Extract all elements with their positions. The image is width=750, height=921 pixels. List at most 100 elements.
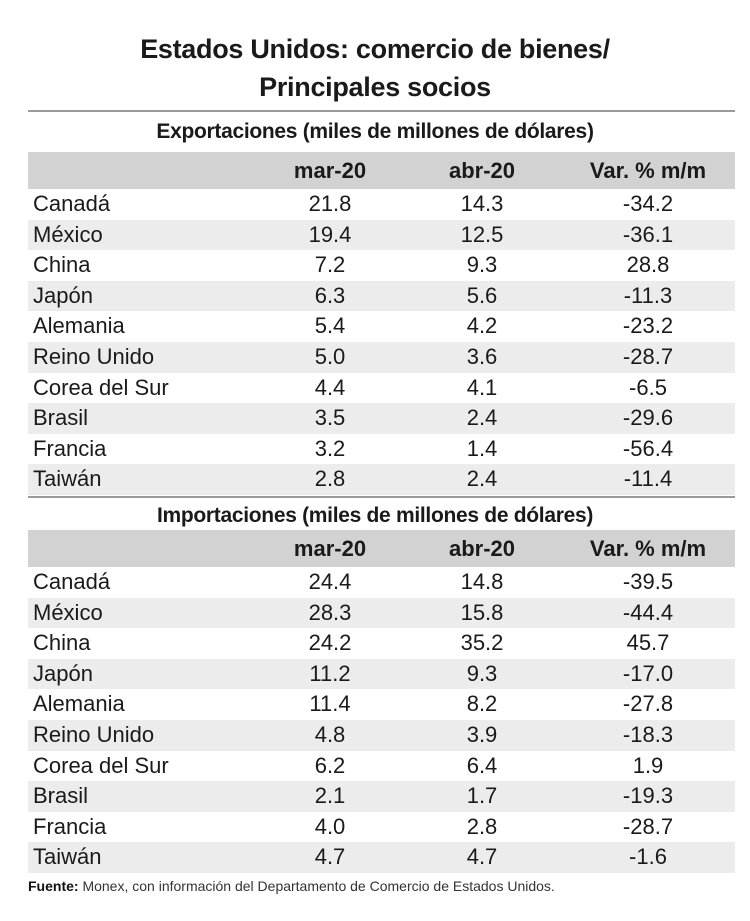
value-cell: 4.7: [314, 844, 346, 870]
value-cell: 9.3: [466, 660, 498, 686]
value-cell: 1.4: [466, 435, 498, 461]
country-cell: Brasil: [33, 405, 89, 431]
source-note: Fuente: Monex, con información del Depar…: [28, 878, 555, 894]
value-cell: 6.2: [314, 752, 346, 778]
country-cell: Japón: [33, 282, 93, 308]
value-cell: 28.8: [626, 252, 670, 278]
value-cell: -17.0: [622, 660, 674, 686]
middle-divider: [28, 496, 735, 498]
value-cell: -36.1: [622, 221, 674, 247]
country-cell: Brasil: [33, 783, 89, 809]
value-cell: 35.2: [460, 630, 504, 656]
value-cell: 2.4: [466, 466, 498, 492]
value-cell: -28.7: [622, 343, 674, 369]
value-cell: 5.6: [466, 282, 498, 308]
value-cell: 21.8: [308, 191, 352, 216]
column-header: abr-20: [448, 536, 516, 561]
value-cell: -6.5: [629, 374, 667, 400]
table-row: Taiwán 4.7 4.7 -1.6: [28, 842, 735, 873]
country-cell: Corea del Sur: [33, 752, 169, 778]
country-cell: Taiwán: [33, 844, 102, 870]
value-cell: 12.5: [460, 221, 504, 247]
table-row: Brasil 2.1 1.7 -19.3: [28, 781, 735, 812]
table-row: Canadá 24.4 14.8 -39.5: [28, 567, 735, 598]
country-cell: México: [33, 599, 103, 625]
table-row: China 24.2 35.2 45.7: [28, 628, 735, 659]
value-cell: 15.8: [460, 599, 504, 625]
exports-table: mar-20 abr-20 Var. % m/m Canadá 21.8 14.3 -34.…: [28, 152, 735, 495]
column-header: abr-20: [448, 158, 516, 183]
country-cell: Alemania: [33, 313, 125, 339]
value-cell: 2.8: [314, 466, 346, 492]
table-row: Brasil 3.5 2.4 -29.6: [28, 403, 735, 434]
value-cell: 24.2: [308, 630, 352, 656]
value-cell: 6.4: [466, 752, 498, 778]
value-cell: 1.9: [632, 752, 664, 778]
value-cell: 11.2: [309, 660, 351, 686]
table-row: México 19.4 12.5 -36.1: [28, 219, 735, 251]
column-header: mar-20: [293, 536, 367, 561]
table-row: Corea del Sur 6.2 6.4 1.9: [28, 751, 735, 782]
table-row: Taiwán 2.8 2.4 -11.4: [28, 464, 735, 495]
country-cell: Francia: [33, 435, 107, 461]
country-cell: Alemania: [33, 691, 125, 717]
value-cell: -56.4: [622, 435, 674, 461]
country-cell: Canadá: [33, 191, 111, 216]
table-row: China 7.2 9.3 28.8: [28, 250, 735, 281]
value-cell: 3.6: [466, 343, 498, 369]
exports-section-title: Exportaciones (miles de millones de dóla…: [156, 120, 594, 143]
country-cell: Taiwán: [33, 466, 102, 492]
table-row: Japón 6.3 5.6 -11.3: [28, 280, 735, 312]
table-row: Francia 3.2 1.4 -56.4: [28, 434, 735, 465]
country-cell: Japón: [33, 660, 93, 686]
imports-section-title: Importaciones (miles de millones de dóla…: [156, 504, 594, 527]
page-title-line-1: Estados Unidos: comercio de bienes/: [140, 34, 610, 64]
page-title-line-2: Principales socios: [259, 72, 491, 102]
value-cell: 4.0: [314, 813, 346, 839]
value-cell: 3.5: [314, 405, 346, 431]
value-cell: 14.3: [460, 191, 504, 216]
table-row: Corea del Sur 4.4 4.1 -6.5: [28, 373, 735, 404]
country-cell: Reino Unido: [33, 721, 155, 747]
value-cell: -29.6: [622, 405, 674, 431]
value-cell: 3.2: [314, 435, 346, 461]
value-cell: 8.2: [466, 691, 498, 717]
country-cell: Reino Unido: [33, 343, 155, 369]
value-cell: 2.8: [466, 813, 498, 839]
imports-table: mar-20 abr-20 Var. % m/m Canadá 24.4 14.8 -39.…: [28, 530, 735, 873]
value-cell: -28.7: [622, 813, 674, 839]
country-cell: Francia: [33, 813, 107, 839]
value-cell: -11.3: [623, 282, 673, 308]
country-cell: China: [33, 630, 91, 656]
value-cell: 4.4: [314, 374, 346, 400]
value-cell: 9.3: [466, 252, 498, 278]
value-cell: 2.4: [466, 405, 498, 431]
value-cell: -27.8: [622, 691, 674, 717]
table-header-row: mar-20 abr-20 Var. % m/m: [28, 152, 735, 189]
value-cell: -19.3: [622, 783, 674, 809]
table-row: Reino Unido 4.8 3.9 -18.3: [28, 719, 735, 751]
country-cell: Corea del Sur: [33, 374, 169, 400]
value-cell: 2.1: [314, 783, 346, 809]
column-header: Var. % m/m: [589, 158, 707, 183]
value-cell: 4.1: [466, 374, 498, 400]
table-row: Francia 4.0 2.8 -28.7: [28, 812, 735, 843]
value-cell: 4.8: [314, 721, 346, 747]
value-cell: -34.2: [622, 191, 674, 216]
value-cell: 5.4: [314, 313, 346, 339]
column-header: mar-20: [293, 158, 367, 183]
value-cell: -23.2: [622, 313, 674, 339]
value-cell: 45.7: [626, 630, 670, 656]
table-row: Alemania 11.4 8.2 -27.8: [28, 689, 735, 720]
column-header: Var. % m/m: [589, 536, 707, 561]
value-cell: 1.7: [466, 783, 498, 809]
country-cell: China: [33, 252, 91, 278]
value-cell: 24.4: [308, 569, 352, 594]
table-row: Japón 11.2 9.3 -17.0: [28, 658, 735, 690]
country-cell: México: [33, 221, 103, 247]
value-cell: 3.9: [466, 721, 498, 747]
value-cell: -18.3: [622, 721, 674, 747]
value-cell: 4.2: [466, 313, 498, 339]
table-header-row: mar-20 abr-20 Var. % m/m: [28, 530, 735, 567]
value-cell: 28.3: [308, 599, 352, 625]
